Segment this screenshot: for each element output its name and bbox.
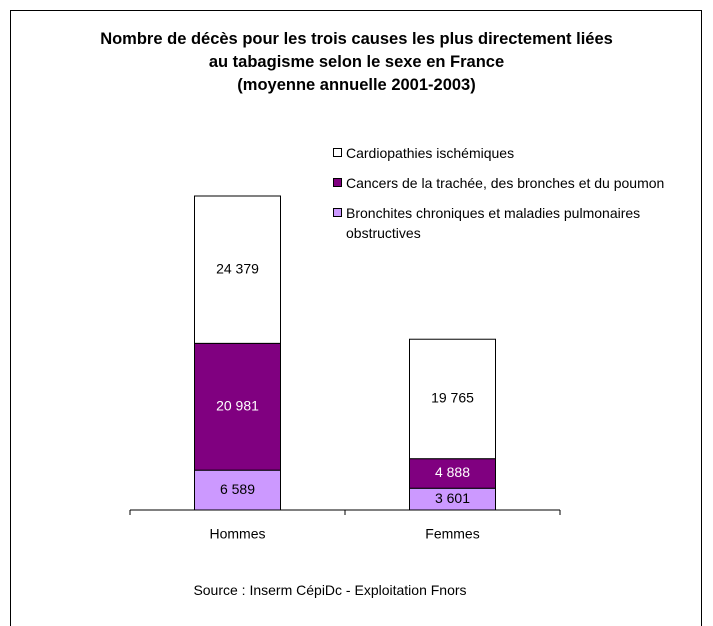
legend-swatch (333, 148, 342, 157)
legend-entry: Cardiopathies ischémiques (333, 143, 666, 163)
legend-entry: Bronchites chroniques et maladies pulmon… (333, 203, 666, 243)
legend-label: Bronchites chroniques et maladies pulmon… (346, 205, 641, 241)
value-label: 3 601 (435, 490, 470, 506)
bar-segment (194, 195, 281, 344)
chart-title: Nombre de décès pour les trois causes le… (100, 30, 613, 94)
legend-swatch (333, 208, 342, 217)
legend-swatch (333, 178, 342, 187)
value-label: 19 765 (431, 390, 474, 406)
bar-segment (409, 458, 496, 489)
source: Source : Inserm CépiDc - Exploitation Fn… (193, 582, 467, 598)
value-label: 6 589 (220, 481, 255, 497)
value-label: 20 981 (216, 397, 259, 413)
legend: Cardiopathies ischémiques Cancers de la t… (333, 143, 673, 253)
legend-label: Cardiopathies ischémiques (346, 145, 515, 161)
legend-label: Cancers de la trachée, des bronches et d… (346, 175, 665, 191)
value-label: 4 888 (435, 464, 470, 480)
legend-entry: Cancers de la trachée, des bronches et d… (333, 173, 666, 193)
value-label: 24 379 (216, 260, 259, 276)
x-tick-label: Femmes (425, 526, 479, 542)
x-tick-label: Hommes (209, 526, 265, 542)
bar-segment (194, 342, 281, 471)
bar-segment (409, 338, 496, 460)
frame (10, 10, 702, 626)
